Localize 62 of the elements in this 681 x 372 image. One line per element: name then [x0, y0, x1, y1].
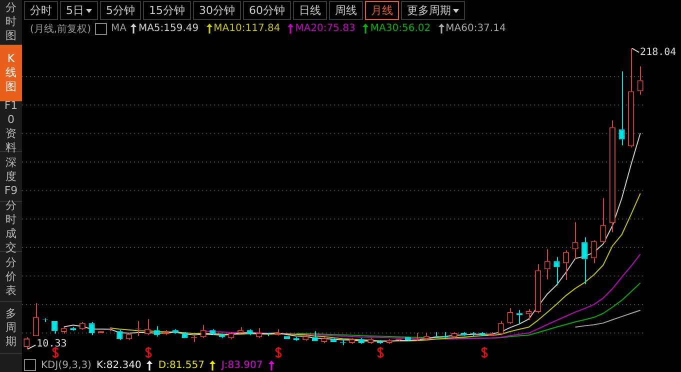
candlestick	[32, 302, 39, 336]
candlestick	[535, 264, 542, 314]
text: 更多周期	[407, 3, 451, 19]
candlestick	[116, 330, 123, 341]
candlestick	[562, 250, 569, 281]
legend-label: MA30:56.02	[369, 23, 431, 34]
legend-label: MA60:37.14	[444, 23, 506, 34]
chart-subtitle: (月线,前复权)	[30, 22, 91, 36]
candlestick	[237, 326, 244, 334]
legend-label: MA10:117.84	[212, 23, 280, 34]
text: K线图	[4, 52, 18, 94]
text: 60分钟	[249, 3, 285, 19]
text: 15分钟	[149, 3, 185, 19]
candlestick	[590, 240, 597, 264]
candlestick	[256, 328, 262, 338]
text: 30分钟	[199, 3, 235, 19]
text: KDJ(9,3,3)	[41, 360, 92, 370]
text: K:82.340	[96, 360, 142, 370]
candlestick	[554, 256, 560, 286]
text: 5分钟	[106, 3, 135, 19]
text: 深度F9	[4, 156, 18, 198]
candlestick	[582, 236, 588, 285]
candlestick	[637, 66, 644, 96]
text: 分时图	[4, 1, 18, 43]
text: 周线	[335, 3, 357, 19]
legend-label: MA5:159.49	[137, 23, 199, 34]
candlestick	[312, 330, 318, 342]
candlestick	[498, 320, 504, 336]
candlestick	[154, 326, 160, 338]
candlestick	[609, 120, 616, 233]
text: J:83.907	[221, 360, 263, 370]
candlestick	[404, 337, 411, 340]
text: 多周期	[4, 306, 18, 348]
candlestick	[144, 318, 151, 336]
text: F10资料	[4, 98, 18, 154]
candlestick	[52, 321, 58, 334]
annotation: 10.33	[36, 338, 67, 350]
text: 分时成交	[4, 198, 18, 254]
text: 分时	[30, 3, 52, 19]
candlestick	[330, 338, 337, 342]
candlestick	[628, 48, 634, 148]
candlestick	[526, 308, 532, 321]
candlestick	[618, 70, 625, 146]
candlestick	[451, 332, 458, 338]
candlestick	[600, 198, 606, 244]
text: D:81.557	[158, 360, 204, 370]
candlestick	[507, 308, 514, 325]
annotation: 218.04	[640, 46, 676, 58]
text: 日线	[299, 3, 321, 19]
candlestick	[386, 338, 392, 344]
candlestick	[218, 334, 225, 339]
legend-title: MA	[110, 23, 126, 34]
candlestick	[368, 338, 374, 344]
candlestick	[182, 332, 188, 338]
candlestick	[302, 334, 309, 340]
legend-label: MA20:75.83	[294, 23, 356, 34]
text: 5日	[66, 3, 84, 19]
candlestick	[284, 336, 290, 340]
candlestick	[423, 332, 430, 341]
text: 月线	[371, 3, 393, 19]
candlestick	[358, 338, 364, 344]
text: 分价表	[4, 256, 18, 298]
